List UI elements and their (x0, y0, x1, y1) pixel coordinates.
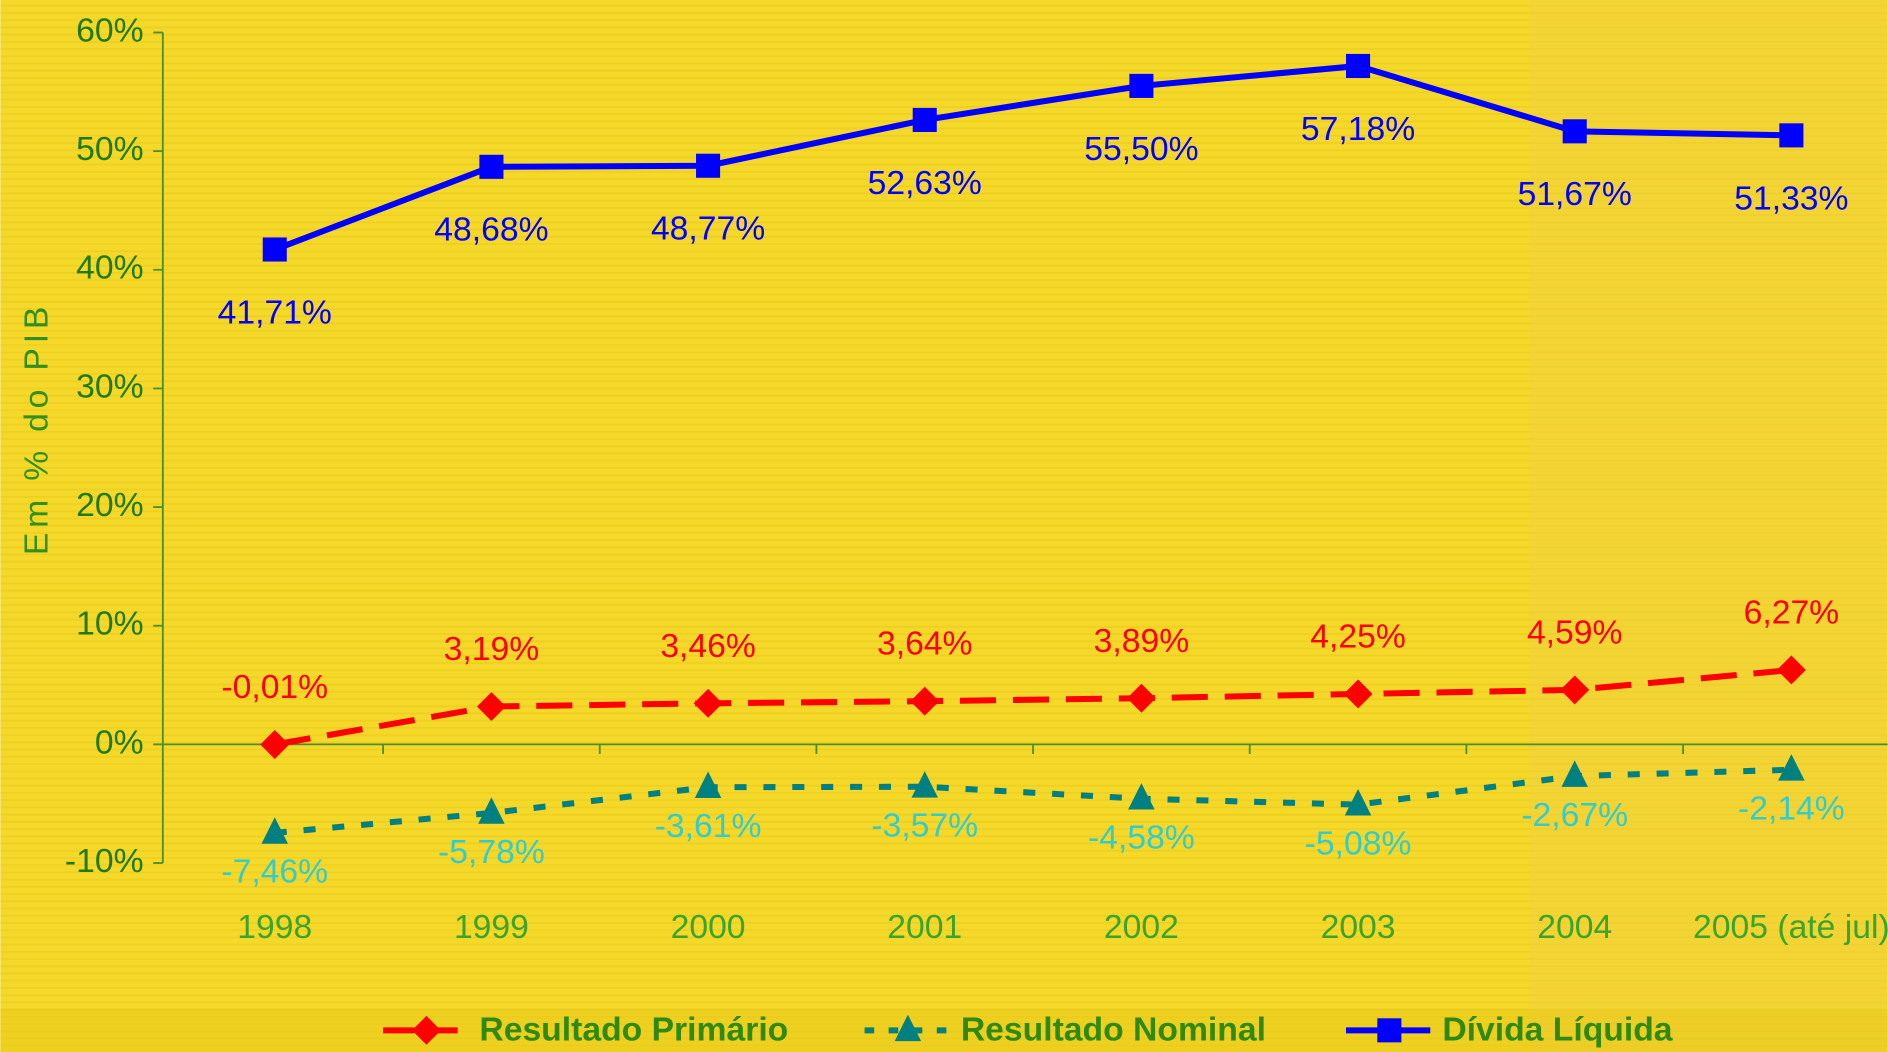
data-label: 48,68% (434, 211, 548, 249)
y-tick-label: 30% (76, 367, 143, 405)
data-label: -4,58% (1088, 819, 1195, 857)
page: Em % do PIB -10% 0% 10% 20% 30% 40% 50% 60% 1998… (0, 0, 1888, 1052)
marker (479, 155, 503, 179)
x-tick-label: 2001 (887, 908, 962, 946)
data-label: 57,18% (1301, 110, 1415, 148)
x-tick-label: 1998 (237, 908, 312, 946)
data-label: 55,50% (1084, 130, 1198, 168)
x-tick-label: 2003 (1321, 908, 1396, 946)
marker (1129, 74, 1153, 98)
data-label: 4,59% (1527, 613, 1623, 651)
data-label: -5,78% (438, 833, 545, 871)
legend-marker-shape (1377, 1018, 1401, 1042)
data-label: -3,61% (655, 807, 762, 845)
legend-label: Resultado Nominal (961, 1010, 1266, 1048)
y-tick-label: 40% (76, 249, 143, 287)
marker (696, 154, 720, 178)
legend-marker (1377, 1018, 1401, 1042)
marker (1779, 123, 1803, 147)
data-label: 4,25% (1310, 617, 1406, 655)
y-axis-label: Em % do PIB (18, 302, 56, 555)
data-label: 52,63% (868, 164, 982, 202)
x-tick-label: 2005 (até jul) (1693, 908, 1888, 946)
data-label: -2,14% (1738, 790, 1845, 828)
x-tick-label: 2002 (1104, 908, 1179, 946)
data-label: 48,77% (651, 210, 765, 248)
data-label: 6,27% (1744, 594, 1840, 632)
chart: Em % do PIB -10% 0% 10% 20% 30% 40% 50% 60% 1998… (0, 0, 1888, 1052)
data-label: 3,64% (877, 625, 973, 663)
y-tick-label: 50% (76, 130, 143, 168)
marker (1346, 54, 1370, 78)
data-label: -7,46% (221, 853, 328, 891)
y-tick-label: -10% (65, 842, 144, 880)
y-tick-label: 10% (76, 605, 143, 643)
data-label: -0,01% (221, 668, 328, 706)
data-label: 51,67% (1518, 175, 1632, 213)
y-tick-label: 20% (76, 486, 143, 524)
data-label: 3,19% (444, 630, 540, 668)
data-label: -3,57% (871, 807, 978, 845)
marker (913, 108, 937, 132)
marker (263, 237, 287, 261)
x-tick-label: 2000 (671, 908, 746, 946)
y-tick-label: 0% (95, 723, 144, 761)
data-label: -2,67% (1521, 796, 1628, 834)
data-label: -5,08% (1305, 824, 1412, 862)
legend-label: Dívida Líquida (1442, 1010, 1672, 1048)
data-label: 51,33% (1734, 179, 1848, 217)
data-label: 3,89% (1094, 622, 1190, 660)
x-tick-label: 1999 (454, 908, 529, 946)
marker (1563, 119, 1587, 143)
watermark (1529, 0, 1888, 1052)
data-label: 41,71% (218, 293, 332, 331)
y-tick-label: 60% (76, 11, 143, 49)
legend-label: Resultado Primário (479, 1010, 788, 1048)
x-tick-label: 2004 (1537, 908, 1612, 946)
data-label: 3,46% (660, 627, 756, 665)
